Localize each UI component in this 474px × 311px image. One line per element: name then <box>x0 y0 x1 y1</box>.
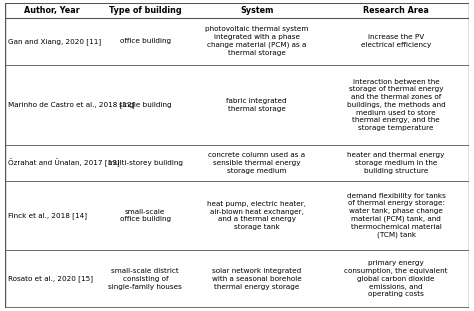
Text: Rosato et al., 2020 [15]: Rosato et al., 2020 [15] <box>9 276 93 282</box>
Text: interaction between the
storage of thermal energy
and the thermal zones of
build: interaction between the storage of therm… <box>346 79 446 131</box>
Text: primary energy
consumption, the equivalent
global carbon dioxide
emissions, and
: primary energy consumption, the equivale… <box>344 260 448 297</box>
Text: Özrahat and Ünalan, 2017 [13]: Özrahat and Ünalan, 2017 [13] <box>9 159 120 167</box>
Text: Marinho de Castro et al., 2018 [12]: Marinho de Castro et al., 2018 [12] <box>9 101 135 108</box>
Text: Type of building: Type of building <box>109 6 182 15</box>
Text: small-scale district
consisting of
single-family houses: small-scale district consisting of singl… <box>109 268 182 290</box>
Text: photovoltaic thermal system
integrated with a phase
change material (PCM) as a
t: photovoltaic thermal system integrated w… <box>205 26 309 56</box>
Text: concrete column used as a
sensible thermal energy
storage medium: concrete column used as a sensible therm… <box>208 152 305 174</box>
Text: Finck et al., 2018 [14]: Finck et al., 2018 [14] <box>9 212 88 219</box>
Text: demand flexibility for tanks
of thermal energy storage:
water tank, phase change: demand flexibility for tanks of thermal … <box>346 193 446 238</box>
Text: multi-storey building: multi-storey building <box>108 160 183 166</box>
Text: small-scale
office building: small-scale office building <box>120 209 171 222</box>
Text: solar network integrated
with a seasonal borehole
thermal energy storage: solar network integrated with a seasonal… <box>212 268 301 290</box>
Text: heat pump, electric heater,
air-blown heat exchanger,
and a thermal energy
stora: heat pump, electric heater, air-blown he… <box>207 201 306 230</box>
Text: fabric integrated
thermal storage: fabric integrated thermal storage <box>227 98 287 112</box>
Text: Research Area: Research Area <box>363 6 429 15</box>
Text: office building: office building <box>120 38 171 44</box>
Text: Author, Year: Author, Year <box>25 6 80 15</box>
Text: Gan and Xiang, 2020 [11]: Gan and Xiang, 2020 [11] <box>9 38 101 45</box>
Text: increase the PV
electrical efficiency: increase the PV electrical efficiency <box>361 35 431 48</box>
Text: heater and thermal energy
storage medium in the
building structure: heater and thermal energy storage medium… <box>347 152 445 174</box>
Text: single building: single building <box>119 102 172 108</box>
Text: System: System <box>240 6 273 15</box>
